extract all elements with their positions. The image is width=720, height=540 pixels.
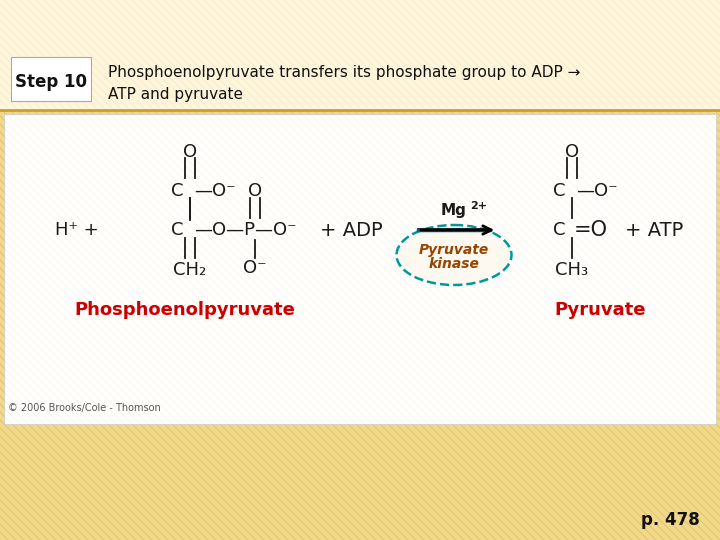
Text: —O⁻: —O⁻ [576, 182, 618, 200]
Text: Mg: Mg [441, 202, 467, 218]
Text: H⁺ +: H⁺ + [55, 221, 99, 239]
Text: + ADP: + ADP [320, 220, 382, 240]
Bar [0, 0, 720, 110]
Text: 2+: 2+ [470, 201, 487, 211]
FancyBboxPatch shape [11, 57, 91, 101]
Text: =O: =O [574, 220, 608, 240]
Text: C: C [171, 182, 184, 200]
Text: O: O [248, 182, 262, 200]
Text: CH₂: CH₂ [174, 261, 207, 279]
Bar [4, 114, 716, 424]
Text: Phosphoenolpyruvate transfers its phosphate group to ADP →: Phosphoenolpyruvate transfers its phosph… [108, 64, 580, 79]
Text: Step 10: Step 10 [15, 73, 87, 91]
Text: O: O [565, 143, 579, 161]
Text: p. 478: p. 478 [642, 511, 700, 529]
Text: —O⁻: —O⁻ [194, 182, 235, 200]
Text: ATP and pyruvate: ATP and pyruvate [108, 86, 243, 102]
Text: C: C [554, 182, 566, 200]
Text: Phosphoenolpyruvate: Phosphoenolpyruvate [75, 301, 295, 319]
Text: © 2006 Brooks/Cole - Thomson: © 2006 Brooks/Cole - Thomson [8, 403, 161, 413]
Text: Pyruvate: Pyruvate [554, 301, 646, 319]
Text: Pyruvate: Pyruvate [419, 243, 489, 257]
Text: + ATP: + ATP [625, 220, 683, 240]
Text: —O—P—O⁻: —O—P—O⁻ [194, 221, 297, 239]
Text: O⁻: O⁻ [243, 259, 267, 277]
Text: C: C [171, 221, 184, 239]
Text: kinase: kinase [428, 257, 480, 271]
Text: CH₃: CH₃ [555, 261, 588, 279]
Text: O: O [183, 143, 197, 161]
Text: C: C [554, 221, 566, 239]
Ellipse shape [397, 225, 511, 285]
